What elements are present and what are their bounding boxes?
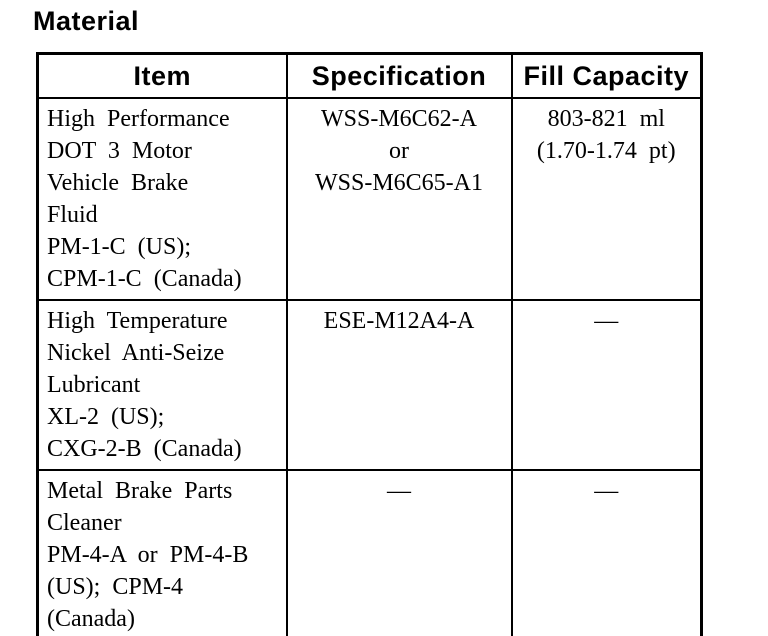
cell-item: High Temperature Nickel Anti-Seize Lubri… xyxy=(36,299,288,471)
cell-fill-capacity: 803-821 ml (1.70-1.74 pt) xyxy=(510,97,703,301)
table-row: Metal Brake Parts Cleaner PM-4-A or PM-4… xyxy=(36,469,703,636)
column-header-fill-capacity: Fill Capacity xyxy=(510,52,703,99)
cell-fill-capacity: — xyxy=(510,299,703,471)
cell-specification: WSS-M6C62-A or WSS-M6C65-A1 xyxy=(285,97,513,301)
table-row: High Performance DOT 3 Motor Vehicle Bra… xyxy=(36,97,703,301)
cell-fill-capacity: — xyxy=(510,469,703,636)
header-row: Item Specification Fill Capacity xyxy=(36,52,703,99)
material-table: Item Specification Fill Capacity High Pe… xyxy=(36,52,703,636)
column-header-specification: Specification xyxy=(285,52,513,99)
cell-item: Metal Brake Parts Cleaner PM-4-A or PM-4… xyxy=(36,469,288,636)
cell-specification: ESE-M12A4-A xyxy=(285,299,513,471)
cell-specification: — xyxy=(285,469,513,636)
table-row: High Temperature Nickel Anti-Seize Lubri… xyxy=(36,299,703,471)
column-header-item: Item xyxy=(36,52,288,99)
cell-item: High Performance DOT 3 Motor Vehicle Bra… xyxy=(36,97,288,301)
page-title: Material xyxy=(33,6,140,36)
